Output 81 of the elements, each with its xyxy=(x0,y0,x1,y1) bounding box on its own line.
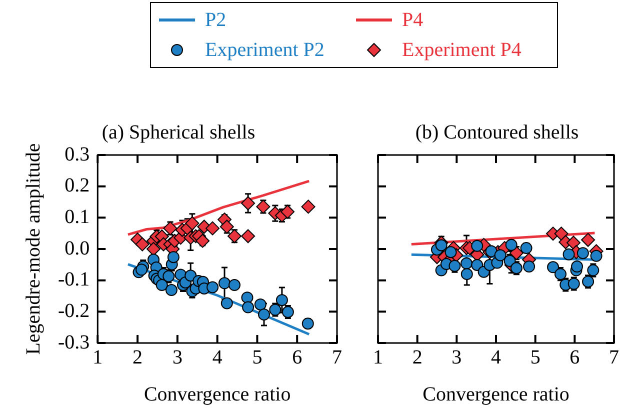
point xyxy=(571,260,584,273)
point xyxy=(156,279,168,292)
chart-title: (b) Contoured shells xyxy=(415,121,579,144)
point xyxy=(302,318,314,330)
point xyxy=(163,221,178,236)
y-tick-label: 0.0 xyxy=(64,237,90,260)
point xyxy=(282,306,294,318)
x-tick-label: 4 xyxy=(491,346,501,368)
point xyxy=(146,242,161,256)
x-tick-label: 1 xyxy=(373,346,383,368)
legend-label: P2 xyxy=(205,8,226,32)
x-tick-label: 6 xyxy=(570,346,580,368)
x-tick-label: 2 xyxy=(412,346,422,368)
x-tick-label: 5 xyxy=(252,346,262,368)
point xyxy=(523,260,536,273)
point xyxy=(444,246,457,258)
point xyxy=(520,242,532,254)
point xyxy=(581,232,596,247)
x-tick-label: 7 xyxy=(609,346,619,368)
point xyxy=(460,257,472,270)
point xyxy=(136,264,148,276)
point xyxy=(576,247,589,260)
point xyxy=(135,237,150,252)
point xyxy=(167,251,180,264)
point xyxy=(562,248,575,260)
point xyxy=(505,238,518,251)
x-tick-label: 2 xyxy=(132,346,143,368)
point xyxy=(471,258,484,271)
legend-label: P4 xyxy=(402,8,424,32)
x-axis-title: Convergence ratio xyxy=(144,383,291,406)
point xyxy=(258,308,270,320)
x-tick-label: 6 xyxy=(292,346,302,368)
y-axis-title: Legendre-mode amplitude xyxy=(22,143,44,355)
point xyxy=(554,268,567,280)
point xyxy=(460,268,473,280)
point xyxy=(485,245,498,258)
point xyxy=(590,250,602,262)
point xyxy=(301,200,316,214)
point xyxy=(206,221,220,236)
point xyxy=(206,281,219,294)
y-tick-label: -0.2 xyxy=(58,300,90,322)
point xyxy=(568,278,580,290)
point xyxy=(220,297,233,310)
x-tick-label: 4 xyxy=(212,346,222,368)
y-tick-label: 0.2 xyxy=(64,174,90,197)
point xyxy=(471,240,484,252)
point xyxy=(165,284,178,296)
point xyxy=(220,220,234,234)
point xyxy=(256,200,270,214)
x-tick-label: 3 xyxy=(452,346,462,368)
x-tick-label: 5 xyxy=(530,346,540,368)
point xyxy=(276,294,288,306)
y-tick-label: -0.1 xyxy=(58,268,90,291)
point xyxy=(185,216,200,230)
point xyxy=(448,260,461,272)
point xyxy=(218,277,231,290)
y-tick-label: -0.3 xyxy=(58,331,90,354)
legend-label: Experiment P4 xyxy=(402,38,522,62)
point xyxy=(494,249,506,262)
legend-label: Experiment P2 xyxy=(205,38,324,62)
x-tick-label: 3 xyxy=(172,346,182,368)
point xyxy=(227,229,242,244)
point xyxy=(280,204,295,219)
point xyxy=(241,292,254,304)
y-tick-label: 0.1 xyxy=(64,206,90,228)
point xyxy=(269,304,282,316)
point xyxy=(554,226,568,241)
point xyxy=(241,196,256,210)
point xyxy=(242,301,254,314)
x-tick-label: 1 xyxy=(92,346,103,368)
point xyxy=(196,234,210,248)
chart-title: (a) Spherical shells xyxy=(102,121,256,144)
point xyxy=(184,270,197,282)
point xyxy=(254,298,266,310)
point xyxy=(435,239,448,252)
x-axis-title: Convergence ratio xyxy=(422,383,570,406)
x-tick-label: 7 xyxy=(332,346,342,368)
point xyxy=(547,261,560,274)
point xyxy=(228,279,240,292)
y-tick-label: 0.3 xyxy=(64,143,90,166)
point xyxy=(241,229,256,244)
